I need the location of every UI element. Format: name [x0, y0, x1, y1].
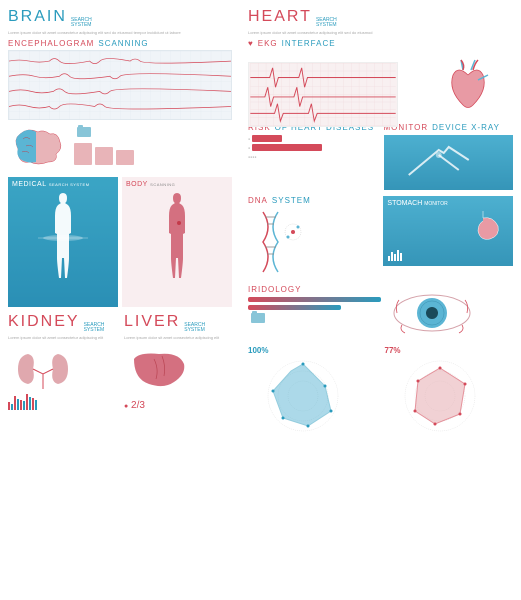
liver-icon — [124, 344, 194, 394]
xray-icon — [384, 135, 514, 190]
body-scan-panel: BODY SCANNING — [122, 177, 232, 307]
brain-title: BRAIN — [8, 8, 67, 26]
iridology-section: IRIDOLOGY — [248, 285, 513, 340]
dna-icon — [248, 207, 308, 277]
ekg-chart — [248, 62, 398, 127]
heart-section: HEART SEARCHSYSTEM Lorem ipsum dolor sit… — [248, 8, 513, 115]
medical-scan-panel: MEDICAL SEARCH SYSTEM — [8, 177, 118, 307]
kidney-icon — [8, 344, 78, 394]
body-silhouette-icon — [12, 188, 114, 288]
radar-chart-2: 77% — [385, 346, 514, 443]
brain-icon — [8, 124, 68, 169]
body-silhouette-red-icon — [126, 188, 228, 288]
page-indicator: ● 2/3 — [124, 400, 232, 411]
eye-icon — [387, 285, 477, 340]
liver-section: LIVER SEARCHSYSTEM Lorem ipsum dolor sit… — [124, 313, 232, 411]
kidney-section: KIDNEY SEARCHSYSTEM Lorem ipsum dolor si… — [8, 313, 116, 411]
enceph-label: ENCEPHALOGRAM — [8, 39, 94, 48]
stomach-section: STOMACH MONITOR — [383, 196, 513, 266]
brain-desc: Lorem ipsum dolor sit amet consectetur a… — [8, 30, 232, 35]
brain-section: BRAIN SEARCH SYSTEM Lorem ipsum dolor si… — [8, 8, 232, 169]
folder-icon — [77, 127, 91, 137]
radar-chart-1: 100% — [248, 346, 377, 443]
brain-bars — [74, 143, 134, 165]
dna-section: DNASYSTEM — [248, 196, 377, 279]
kidney-bars — [8, 396, 116, 410]
kidney-title: KIDNEY — [8, 313, 80, 331]
liver-title: LIVER — [124, 313, 180, 331]
enceph-action: SCANNING — [98, 39, 148, 48]
heart-icon — [433, 55, 503, 130]
eeg-chart — [8, 50, 232, 120]
heart-title: HEART — [248, 8, 312, 26]
monitor-section: MONITORDEVICE X-RAY — [384, 123, 514, 190]
stomach-icon — [468, 206, 508, 246]
risk-section: RISKOF HEART DISEASES ● ● ●●●● — [248, 123, 378, 190]
brain-sub2: SYSTEM — [71, 23, 92, 28]
